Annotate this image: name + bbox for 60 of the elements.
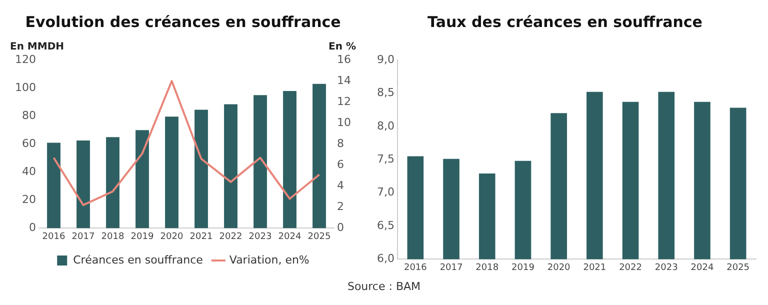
y-tick-label: 7,5 (376, 152, 394, 166)
y2-tick-label: 6 (337, 158, 344, 171)
y2-tick-label: 4 (337, 179, 344, 192)
y-tick-label: 6,5 (376, 218, 394, 232)
chart-title: Evolution des créances en souffrance (25, 12, 341, 31)
y2-tick-label: 0 (337, 221, 344, 234)
y-tick-label: 80 (22, 108, 36, 122)
bar (106, 137, 120, 228)
source-note: Source : BAM (346, 280, 422, 293)
legend-label: Variation, en% (229, 253, 310, 266)
y-tick-label: 40 (22, 164, 36, 178)
y2-axis-title: En % (328, 42, 356, 53)
x-tick-label: 2016 (42, 232, 66, 242)
y2-tick-label: 12 (337, 94, 352, 108)
y-tick-label: 100 (14, 80, 36, 94)
x-tick-label: 2024 (278, 232, 302, 242)
x-tick-label: 2022 (219, 232, 242, 242)
bar (76, 140, 90, 228)
y-axis-title: En MMDH (10, 42, 64, 53)
y-tick-label: 120 (14, 52, 36, 66)
bar (136, 130, 149, 228)
y-tick-label: 0 (28, 221, 36, 234)
y2-tick-label: 2 (337, 200, 344, 214)
y2-tick-label: 14 (337, 74, 352, 87)
y-tick-label: 8,5 (376, 86, 394, 100)
bar (47, 142, 60, 228)
x-tick-label: 2021 (583, 262, 606, 273)
x-tick-label: 2025 (726, 262, 750, 273)
x-tick-label: 2017 (72, 232, 95, 242)
y2-tick-label: 8 (337, 136, 344, 150)
x-tick-label: 2021 (190, 232, 213, 242)
y-tick-label: 7,0 (376, 186, 394, 199)
x-tick-label: 2023 (248, 232, 272, 242)
y-tick-label: 8,0 (376, 119, 394, 132)
x-tick-label: 2024 (690, 262, 714, 273)
x-tick-label: 2019 (130, 232, 154, 242)
x-tick-label: 2023 (654, 262, 678, 273)
x-tick-label: 2020 (160, 232, 184, 242)
y2-tick-label: 16 (337, 52, 352, 66)
y-tick-label: 9,0 (376, 52, 394, 66)
y-tick-label: 60 (22, 136, 36, 150)
bar (312, 84, 326, 228)
bar (224, 104, 238, 228)
bar (165, 116, 178, 228)
x-tick-label: 2020 (547, 262, 571, 273)
bar (194, 110, 208, 228)
x-tick-label: 2018 (101, 232, 124, 242)
x-tick-label: 2018 (476, 262, 499, 273)
x-tick-label: 2016 (404, 262, 428, 273)
chart-title: Taux des créances en souffrance (428, 12, 702, 31)
x-tick-label: 2017 (440, 262, 463, 273)
y-tick-label: 20 (22, 193, 36, 206)
bar (254, 95, 267, 228)
y-tick-label: 6,0 (376, 252, 394, 266)
x-tick-label: 2019 (512, 262, 535, 273)
x-tick-label: 2022 (619, 262, 642, 273)
bar (283, 90, 296, 228)
y2-tick-label: 10 (337, 116, 352, 129)
legend-label: Créances en souffrance (73, 253, 204, 266)
x-tick-label: 2025 (308, 232, 331, 242)
